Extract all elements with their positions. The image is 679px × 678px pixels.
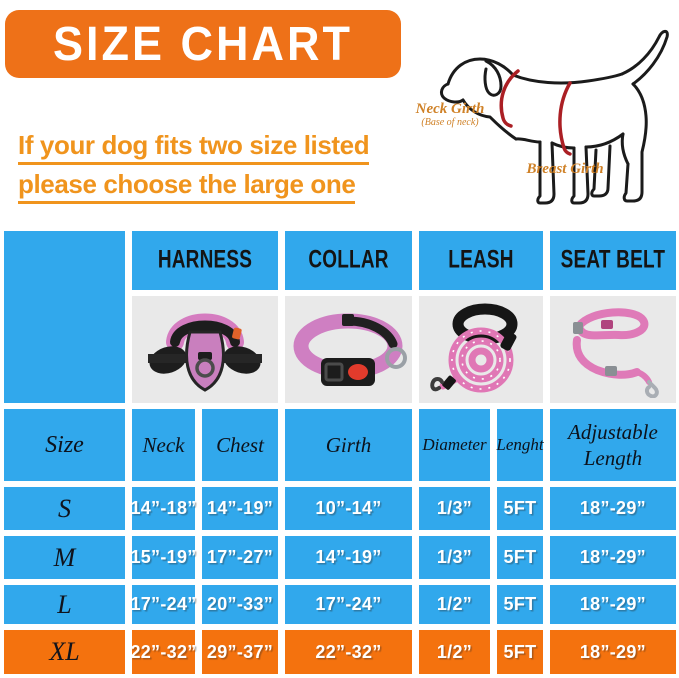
column-group-collar: COLLAR — [285, 231, 412, 290]
table-cell: 1/2” — [419, 585, 490, 624]
table-cell: 18”-29” — [550, 630, 676, 674]
table-cell: 18”-29” — [550, 487, 676, 530]
collar-product-image — [285, 296, 412, 403]
subheader-chest: Chest — [202, 409, 278, 481]
harness-product-image — [132, 296, 278, 403]
table-cell: 17”-27” — [202, 536, 278, 579]
row-l-label: L — [4, 585, 125, 624]
neck-girth-label: Neck Girth (Base of neck) — [400, 101, 500, 128]
table-cell: 14”-19” — [202, 487, 278, 530]
table-cell: 17”-24” — [285, 585, 412, 624]
table-cell: 5FT — [497, 487, 543, 530]
subheader-girth: Girth — [285, 409, 412, 481]
advice-line-2: please choose the large one — [18, 169, 356, 204]
table-cell: 17”-24” — [130, 585, 196, 624]
table-cell: 29”-37” — [202, 630, 278, 674]
table-cell: 22”-32” — [285, 630, 412, 674]
page-title: SIZE CHART — [53, 15, 353, 71]
table-cell: 1/3” — [419, 536, 490, 579]
table-cell: 14”-18” — [130, 487, 196, 530]
column-group-leash: LEASH — [419, 231, 543, 290]
subheader-diameter: Diameter — [419, 409, 490, 481]
title-badge: SIZE CHART — [5, 10, 401, 78]
table-cell: 5FT — [497, 536, 543, 579]
column-group-seatbelt: SEAT BELT — [550, 231, 676, 290]
table-corner-cell — [4, 231, 125, 403]
neck-girth-sublabel: (Base of neck) — [421, 116, 479, 128]
row-m-label: M — [4, 536, 125, 579]
advice-line-1: If your dog fits two size listed — [18, 130, 370, 165]
table-cell: 22”-32” — [130, 630, 196, 674]
table-cell: 10”-14” — [285, 487, 412, 530]
table-cell: 18”-29” — [550, 536, 676, 579]
breast-girth-label: Breast Girth — [526, 161, 604, 177]
table-cell: 20”-33” — [202, 585, 278, 624]
girth-measure-lines — [499, 69, 572, 156]
table-cell: 18”-29” — [550, 585, 676, 624]
dog-measurement-diagram: Neck Girth (Base of neck) Breast Girth — [398, 14, 679, 230]
subheader-length: Lenght — [496, 409, 544, 481]
leash-product-image — [419, 296, 543, 403]
table-cell: 5FT — [497, 630, 543, 674]
size-advice: If your dog fits two size listed please … — [18, 130, 370, 208]
subheader-size: Size — [4, 409, 125, 481]
table-cell: 15”-19” — [130, 536, 196, 579]
dog-outline-icon — [439, 29, 669, 205]
table-cell: 5FT — [497, 585, 543, 624]
subheader-neck: Neck — [132, 409, 195, 481]
size-table: HARNESS COLLAR LEASH SEAT BELT — [4, 231, 676, 674]
column-group-harness: HARNESS — [132, 231, 278, 290]
row-xl-label: XL — [4, 630, 125, 674]
table-cell: 1/2” — [419, 630, 490, 674]
row-s-label: S — [4, 487, 125, 530]
subheader-adjustable-length: Adjustable Length — [550, 409, 676, 481]
table-cell: 14”-19” — [285, 536, 412, 579]
table-cell: 1/3” — [419, 487, 490, 530]
seatbelt-product-image — [550, 296, 676, 403]
